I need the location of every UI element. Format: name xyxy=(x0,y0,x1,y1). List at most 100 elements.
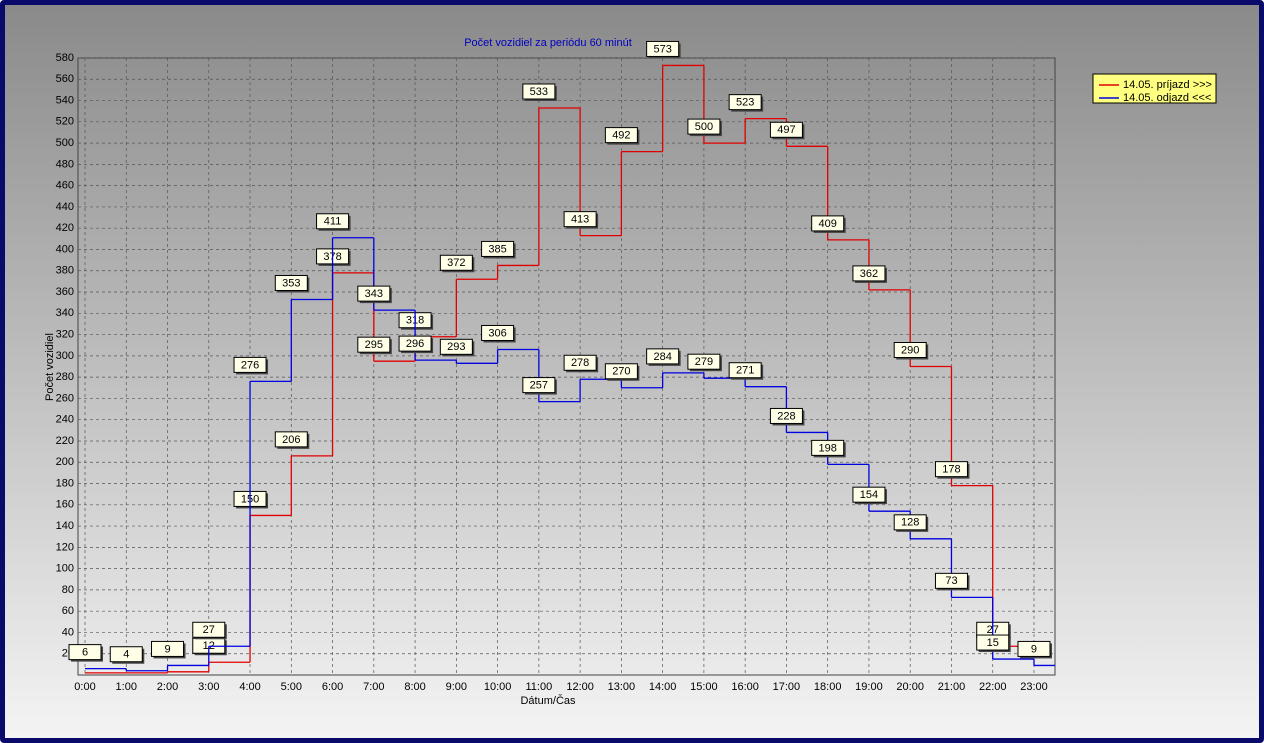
data-label: 523 xyxy=(736,97,754,109)
data-label: 284 xyxy=(653,351,671,363)
x-tick-label: 9:00 xyxy=(446,681,467,693)
data-label: 279 xyxy=(695,356,713,368)
data-label: 271 xyxy=(736,365,754,377)
x-tick-label: 7:00 xyxy=(363,681,384,693)
label-box xyxy=(274,431,308,448)
y-tick-label: 300 xyxy=(56,350,74,362)
chart-title: Počet vozidiel za periódu 60 minút xyxy=(464,37,632,49)
x-tick-label: 4:00 xyxy=(239,681,260,693)
data-label: 497 xyxy=(777,124,795,136)
label-box xyxy=(604,127,638,144)
legend-label: 14.05. príjazd >>> xyxy=(1123,79,1212,91)
y-tick-label: 400 xyxy=(56,243,74,255)
x-tick-label: 19:00 xyxy=(855,681,883,693)
y-tick-label: 260 xyxy=(56,392,74,404)
y-tick-label: 180 xyxy=(56,477,74,489)
label-box xyxy=(274,274,308,291)
data-label: 409 xyxy=(819,218,837,230)
label-box xyxy=(646,348,680,365)
label-box xyxy=(976,634,1010,651)
label-box xyxy=(687,118,721,135)
y-tick-label: 340 xyxy=(56,307,74,319)
data-label: 228 xyxy=(777,410,795,422)
label-box xyxy=(68,644,102,661)
label-box xyxy=(151,640,185,657)
data-label: 276 xyxy=(241,359,259,371)
y-tick-label: 480 xyxy=(56,158,74,170)
y-tick-label: 560 xyxy=(56,73,74,85)
label-box xyxy=(852,265,886,282)
x-tick-label: 3:00 xyxy=(198,681,219,693)
label-box xyxy=(728,94,762,111)
data-label: 306 xyxy=(488,327,506,339)
x-tick-label: 12:00 xyxy=(566,681,594,693)
x-tick-label: 23:00 xyxy=(1020,681,1048,693)
y-tick-label: 100 xyxy=(56,563,74,575)
x-tick-label: 10:00 xyxy=(484,681,512,693)
y-tick-label: 440 xyxy=(56,201,74,213)
x-tick-label: 20:00 xyxy=(896,681,924,693)
y-tick-label: 460 xyxy=(56,180,74,192)
label-box xyxy=(811,215,845,232)
label-box xyxy=(481,324,515,341)
x-tick-label: 18:00 xyxy=(814,681,842,693)
label-box xyxy=(893,514,927,531)
data-label: 296 xyxy=(406,338,424,350)
data-label: 573 xyxy=(653,43,671,55)
label-box xyxy=(357,285,391,302)
label-box xyxy=(439,338,473,355)
data-label: 270 xyxy=(612,366,630,378)
data-label: 6 xyxy=(82,647,88,659)
data-label: 413 xyxy=(571,214,589,226)
label-box xyxy=(563,211,597,228)
x-tick-label: 5:00 xyxy=(281,681,302,693)
data-label: 257 xyxy=(530,380,548,392)
x-tick-label: 16:00 xyxy=(731,681,759,693)
label-box xyxy=(811,439,845,456)
x-tick-label: 14:00 xyxy=(649,681,677,693)
y-tick-label: 500 xyxy=(56,137,74,149)
data-label: 278 xyxy=(571,357,589,369)
y-tick-label: 320 xyxy=(56,328,74,340)
label-box xyxy=(934,572,968,589)
data-label: 492 xyxy=(612,130,630,142)
y-tick-label: 280 xyxy=(56,371,74,383)
x-tick-label: 11:00 xyxy=(526,681,553,693)
x-tick-label: 15:00 xyxy=(690,681,718,693)
data-label: 198 xyxy=(819,442,837,454)
data-label: 372 xyxy=(447,257,465,269)
data-label: 15 xyxy=(987,637,999,649)
y-tick-label: 240 xyxy=(56,414,74,426)
data-label: 295 xyxy=(365,339,383,351)
label-box xyxy=(604,363,638,380)
y-tick-label: 120 xyxy=(56,541,74,553)
y-tick-label: 360 xyxy=(56,286,74,298)
label-box xyxy=(522,83,556,100)
label-box xyxy=(728,362,762,379)
data-label: 290 xyxy=(901,344,919,356)
data-label: 128 xyxy=(901,517,919,529)
data-label: 500 xyxy=(695,121,713,133)
y-tick-label: 380 xyxy=(56,265,74,277)
y-tick-label: 580 xyxy=(56,52,74,64)
label-box xyxy=(233,356,267,373)
label-box xyxy=(1017,640,1051,657)
y-tick-label: 540 xyxy=(56,94,74,106)
data-label: 293 xyxy=(447,341,465,353)
y-axis-label: Počet vozidiel xyxy=(44,333,56,401)
label-box xyxy=(893,342,927,358)
x-tick-label: 2:00 xyxy=(157,681,178,693)
chart: Počet vozidiel za periódu 60 minút Dátum… xyxy=(44,37,1217,707)
data-label: 533 xyxy=(530,86,548,98)
y-tick-label: 80 xyxy=(62,584,74,596)
y-tick-label: 60 xyxy=(62,605,74,617)
y-tick-label: 520 xyxy=(56,116,74,128)
x-tick-label: 0:00 xyxy=(74,681,95,693)
data-label: 353 xyxy=(282,277,300,289)
data-label: 411 xyxy=(324,216,342,228)
data-label: 385 xyxy=(488,243,506,255)
y-tick-label: 40 xyxy=(62,626,74,638)
label-box xyxy=(769,121,803,138)
x-tick-label: 1:00 xyxy=(116,681,137,693)
